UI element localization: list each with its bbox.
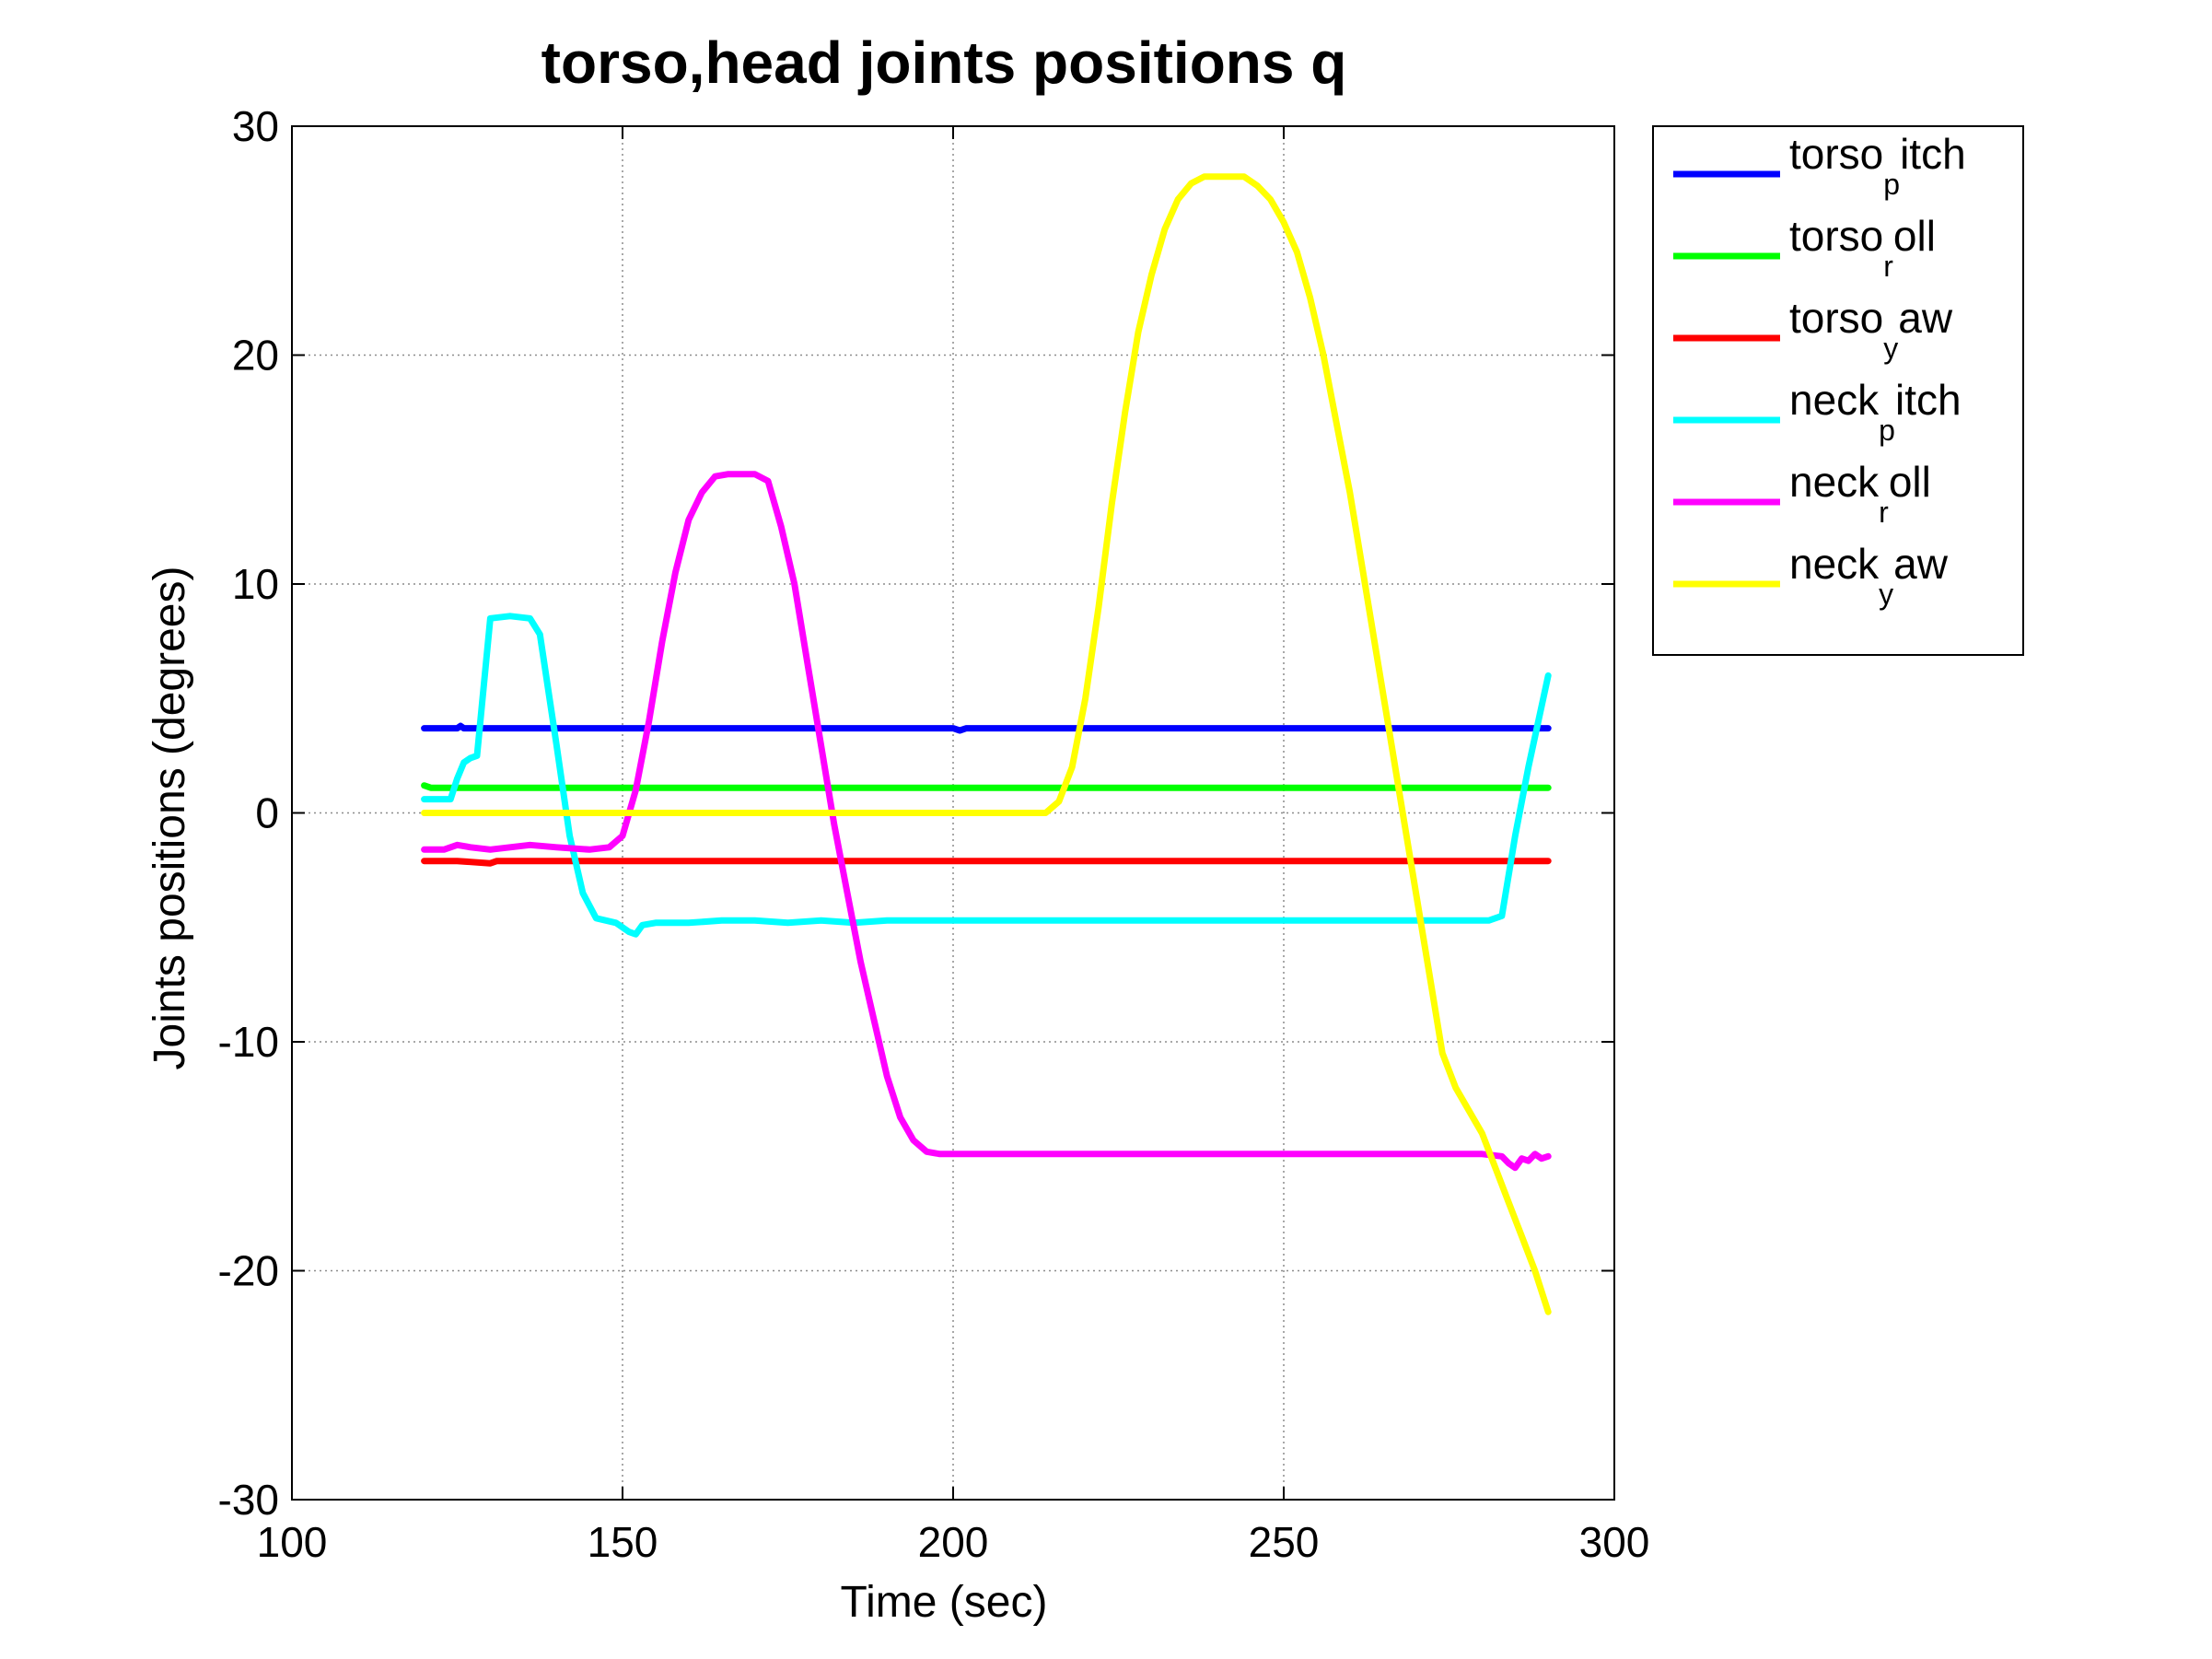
- legend-label: torsopitch: [1789, 130, 1966, 201]
- series-line-neck-yaw: [421, 173, 1552, 1315]
- legend-label: torsoyaw: [1789, 294, 1953, 365]
- axis-ticks: 100 150 200 250 300 -30 -20 -10 0 10 20 30: [218, 102, 1650, 1566]
- series-line-torso-roll: [421, 782, 1552, 791]
- x-tick-label: 250: [1249, 1518, 1320, 1566]
- y-axis-label: Joints positions (degrees): [146, 567, 194, 1070]
- series-line-torso-pitch: [421, 722, 1552, 734]
- y-tick-label: -30: [218, 1476, 279, 1524]
- y-tick-label: -20: [218, 1247, 279, 1295]
- chart-title: torso,head joints positions q: [541, 29, 1347, 96]
- x-tick-label: 100: [257, 1518, 328, 1566]
- y-tick-label: -10: [218, 1018, 279, 1066]
- series-line-neck-pitch: [421, 613, 1552, 938]
- x-axis-label: Time (sec): [841, 1578, 1048, 1627]
- x-tick-label: 300: [1579, 1518, 1650, 1566]
- legend-label: neckpitch: [1789, 376, 1962, 447]
- legend-box: [1652, 125, 2024, 656]
- x-tick-label: 200: [918, 1518, 989, 1566]
- y-tick-label: 30: [232, 102, 279, 150]
- legend-label: torsoroll: [1789, 212, 1936, 283]
- y-tick-label: 0: [255, 789, 279, 837]
- y-tick-label: 10: [232, 560, 279, 608]
- x-tick-label: 150: [588, 1518, 658, 1566]
- series-lines: [421, 173, 1552, 1315]
- legend-label: neckroll: [1789, 458, 1931, 529]
- series-line-torso-yaw: [421, 858, 1552, 867]
- y-tick-label: 20: [232, 332, 279, 380]
- legend-label: neckyaw: [1789, 540, 1949, 611]
- legend: torsopitch torsoroll torsoyaw neckpitch neck…: [1652, 125, 2024, 656]
